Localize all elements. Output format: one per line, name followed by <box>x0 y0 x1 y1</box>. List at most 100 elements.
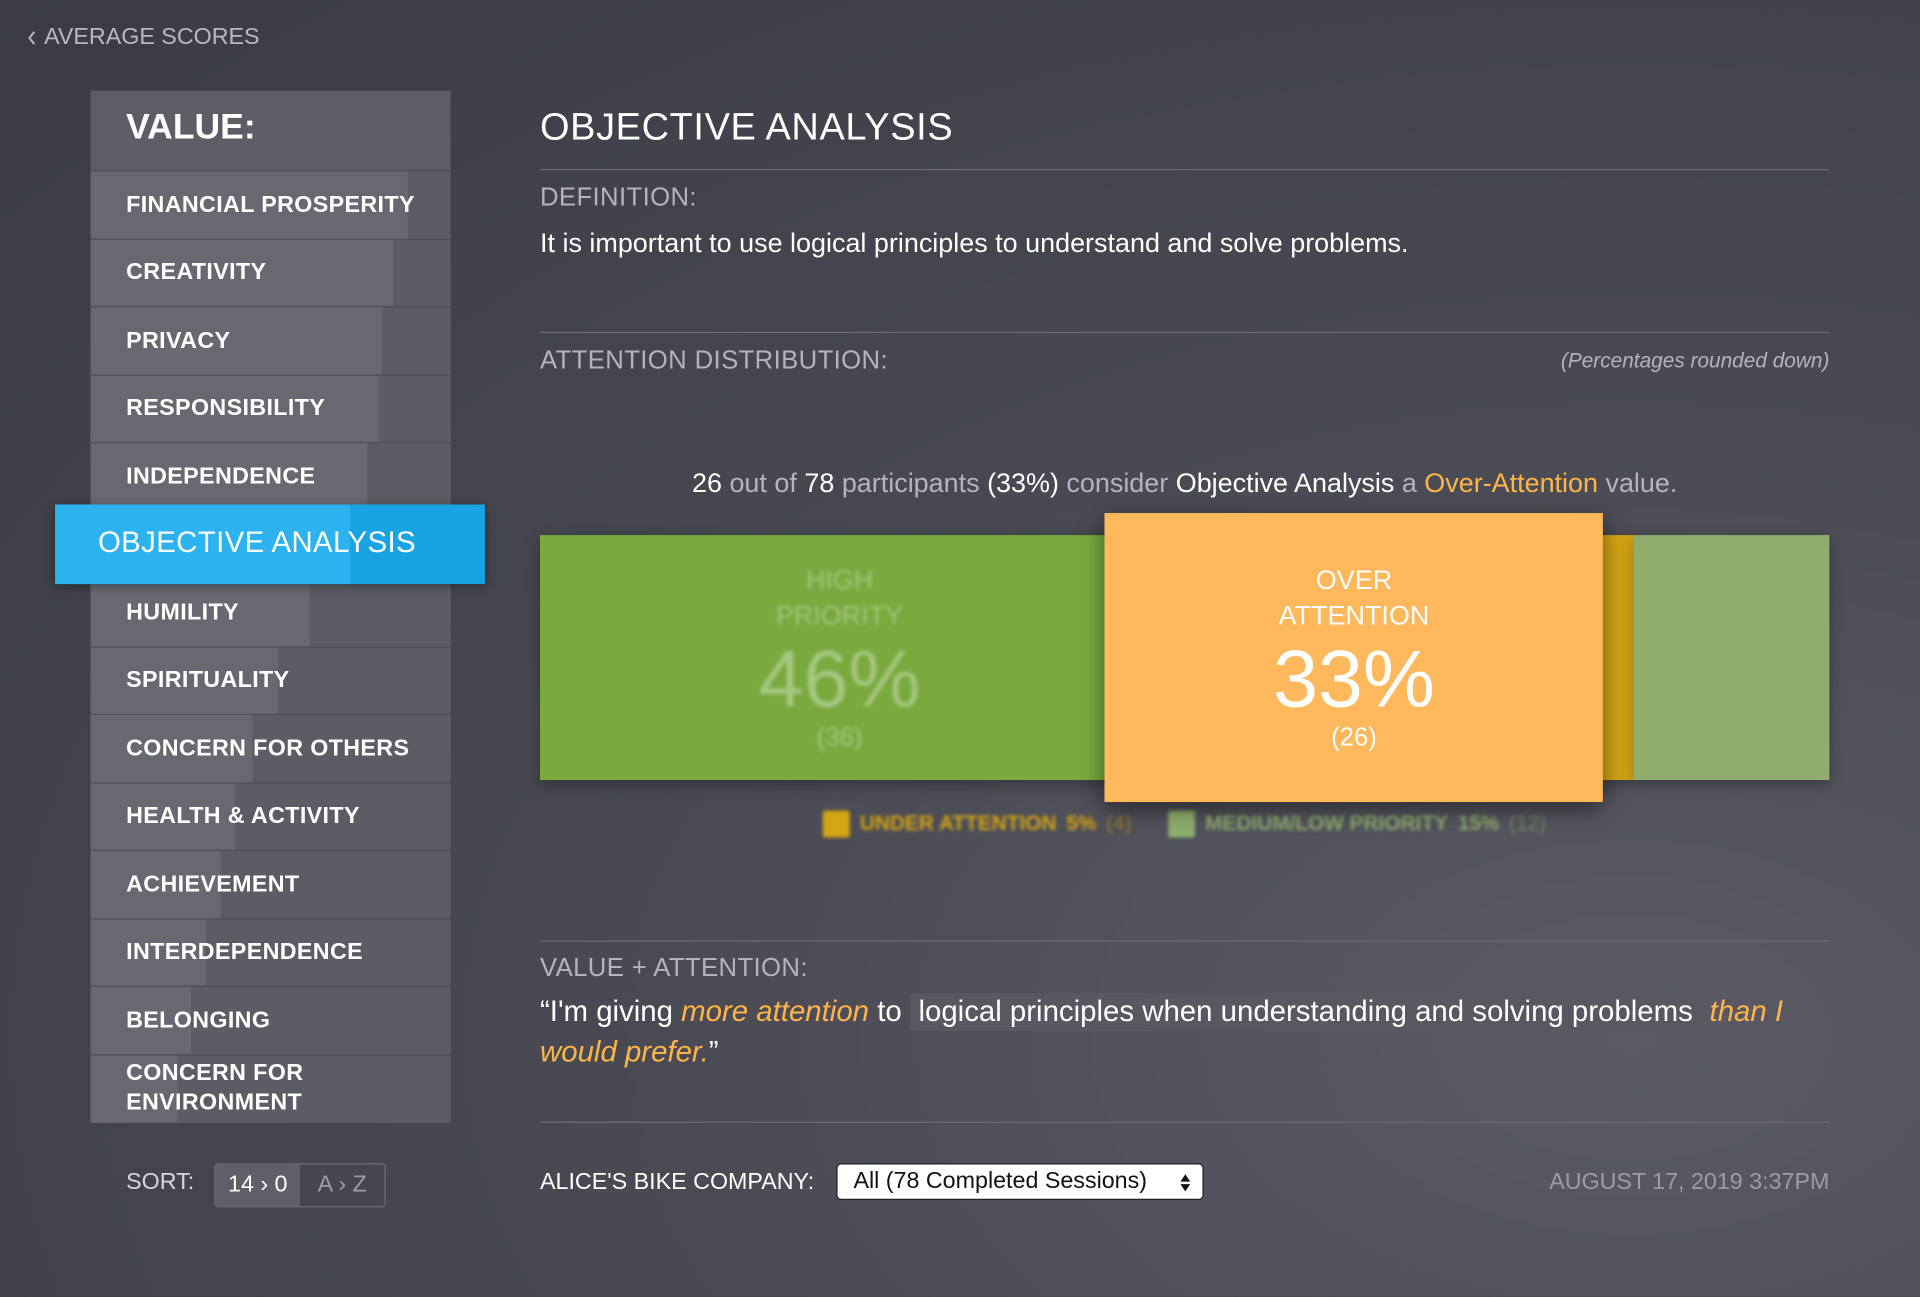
segment-count: (26) <box>1331 723 1377 752</box>
score-bar <box>90 986 192 1055</box>
summary-part: participants <box>834 467 988 499</box>
summary-part: a <box>1394 467 1425 499</box>
score-bar <box>90 443 368 511</box>
score-bar <box>90 851 221 919</box>
legend-name: UNDER ATTENTION <box>859 811 1057 836</box>
value-item[interactable]: HUMILITY <box>90 577 451 647</box>
value-label: CREATIVITY <box>126 259 267 286</box>
value-item[interactable]: CONCERN FOR ENVIRONMENT <box>90 1053 451 1123</box>
session-select[interactable]: All (78 Completed Sessions) <box>836 1163 1204 1201</box>
distribution-note: (Percentages rounded down) <box>1560 348 1830 373</box>
value-item[interactable]: PRIVACY <box>90 306 451 375</box>
value-item[interactable]: INTERDEPENDENCE <box>90 917 451 987</box>
back-text: AVERAGE SCORES <box>44 24 260 51</box>
sort-label: SORT: <box>126 1169 195 1196</box>
definition-text: It is important to use logical principle… <box>540 227 1409 259</box>
legend: UNDER ATTENTION 5% (4) MEDIUM/LOW PRIORITY 1… <box>540 810 1829 838</box>
score-bar <box>90 375 379 443</box>
value-label: SPIRITUALITY <box>126 667 290 694</box>
value-item[interactable]: FINANCIAL PROSPERITY <box>90 170 451 239</box>
summary-sentence: 26 out of 78 participants (33%) consider… <box>540 468 1829 500</box>
segment-content: HIGH PRIORITY 46% (36) <box>540 535 1139 780</box>
select-arrows <box>1180 1174 1191 1192</box>
quote-part: logical principles when understanding an… <box>909 993 1702 1032</box>
score-bar <box>90 918 206 987</box>
value-label: CONCERN FOR ENVIRONMENT <box>126 1060 304 1116</box>
summary-part: Objective Analysis <box>1175 467 1395 499</box>
value-item[interactable]: ACHIEVEMENT <box>90 849 451 919</box>
quote-part: “I'm giving <box>540 995 682 1029</box>
value-item[interactable]: INDEPENDENCE <box>90 442 451 511</box>
value-label: HEALTH & ACTIVITY <box>126 803 360 829</box>
value-label: BELONGING <box>126 1007 271 1033</box>
quote-part: ” <box>708 1035 719 1069</box>
distribution-chart: HIGH PRIORITY 46% (36) OVER ATTENTION 33% (26… <box>540 513 1830 803</box>
score-bar <box>55 503 350 584</box>
legend-swatch <box>823 810 851 838</box>
legend-swatch <box>1168 810 1196 838</box>
value-label: OBJECTIVE ANALYSIS <box>97 526 416 560</box>
divider <box>540 331 1830 334</box>
value-label: RESPONSIBILITY <box>126 395 326 422</box>
distribution-segment: OVER ATTENTION 33% (26) <box>1104 513 1604 803</box>
sort-toggle: 14 › 0 A › Z <box>214 1163 386 1208</box>
value-item[interactable]: CREATIVITY <box>90 238 451 307</box>
quote-part: to <box>869 995 910 1029</box>
sidebar-title: VALUE: <box>126 107 256 147</box>
value-label: ACHIEVEMENT <box>126 871 300 897</box>
score-bar <box>90 783 235 851</box>
value-label: INTERDEPENDENCE <box>126 939 364 965</box>
quote-part: than I would prefer. <box>540 995 1784 1069</box>
quote-part: more attention <box>681 995 870 1029</box>
company-label: ALICE'S BIKE COMPANY: <box>540 1169 815 1196</box>
summary-part: value. <box>1597 467 1678 499</box>
legend-percent: 5% <box>1066 811 1097 836</box>
quote-label: VALUE + ATTENTION: <box>540 953 808 983</box>
timestamp: AUGUST 17, 2019 3:37PM <box>1549 1169 1830 1196</box>
value-item[interactable]: BELONGING <box>90 985 451 1055</box>
score-bar <box>90 647 278 715</box>
segment-percent: 46% <box>758 633 921 724</box>
distribution-label: ATTENTION DISTRIBUTION: <box>540 346 888 375</box>
legend-percent: 15% <box>1457 811 1500 836</box>
value-label: INDEPENDENCE <box>126 463 316 490</box>
score-bar <box>90 307 383 375</box>
segment-content: OVER ATTENTION 33% (26) <box>1105 513 1603 802</box>
score-bar <box>90 715 253 783</box>
value-item[interactable]: OBJECTIVE ANALYSIS <box>55 503 485 584</box>
value-label: CONCERN FOR OTHERS <box>126 735 410 762</box>
chevron <box>28 31 36 45</box>
back-link[interactable]: AVERAGE SCORES <box>27 24 260 51</box>
legend-count: (12) <box>1509 811 1547 836</box>
score-bar <box>90 171 408 239</box>
value-item[interactable]: SPIRITUALITY <box>90 645 451 715</box>
summary-part: Over-Attention <box>1424 467 1598 499</box>
legend-name: MEDIUM/LOW PRIORITY <box>1205 811 1448 836</box>
value-item[interactable]: RESPONSIBILITY <box>90 374 451 443</box>
segment-percent: 33% <box>1273 633 1435 724</box>
quote-part <box>1701 996 1709 1029</box>
quote: “I'm giving more attention to logical pr… <box>540 992 1829 1073</box>
summary-part: 26 <box>691 467 722 499</box>
divider <box>540 940 1830 942</box>
summary-part: 78 <box>804 467 835 499</box>
segment-name: HIGH PRIORITY <box>775 564 904 631</box>
definition-label: DEFINITION: <box>540 183 697 212</box>
sort-option[interactable]: 14 › 0 <box>215 1164 301 1207</box>
score-bar <box>90 239 394 307</box>
value-item[interactable]: HEALTH & ACTIVITY <box>90 781 451 851</box>
segment-count: (36) <box>816 723 863 752</box>
value-title: OBJECTIVE ANALYSIS <box>540 105 954 149</box>
summary-part: consider <box>1058 467 1176 499</box>
summary-part: out of <box>721 467 805 499</box>
value-label: FINANCIAL PROSPERITY <box>126 191 415 218</box>
distribution-segment <box>1634 535 1830 781</box>
segment-name: OVER ATTENTION <box>1278 564 1430 631</box>
score-bar <box>90 1054 177 1123</box>
sort-option[interactable]: A › Z <box>317 1171 367 1198</box>
divider <box>540 1121 1830 1123</box>
value-item[interactable]: CONCERN FOR OTHERS <box>90 713 451 783</box>
legend-item: MEDIUM/LOW PRIORITY 15% (12) <box>1168 810 1547 838</box>
legend-item: UNDER ATTENTION 5% (4) <box>823 810 1132 838</box>
